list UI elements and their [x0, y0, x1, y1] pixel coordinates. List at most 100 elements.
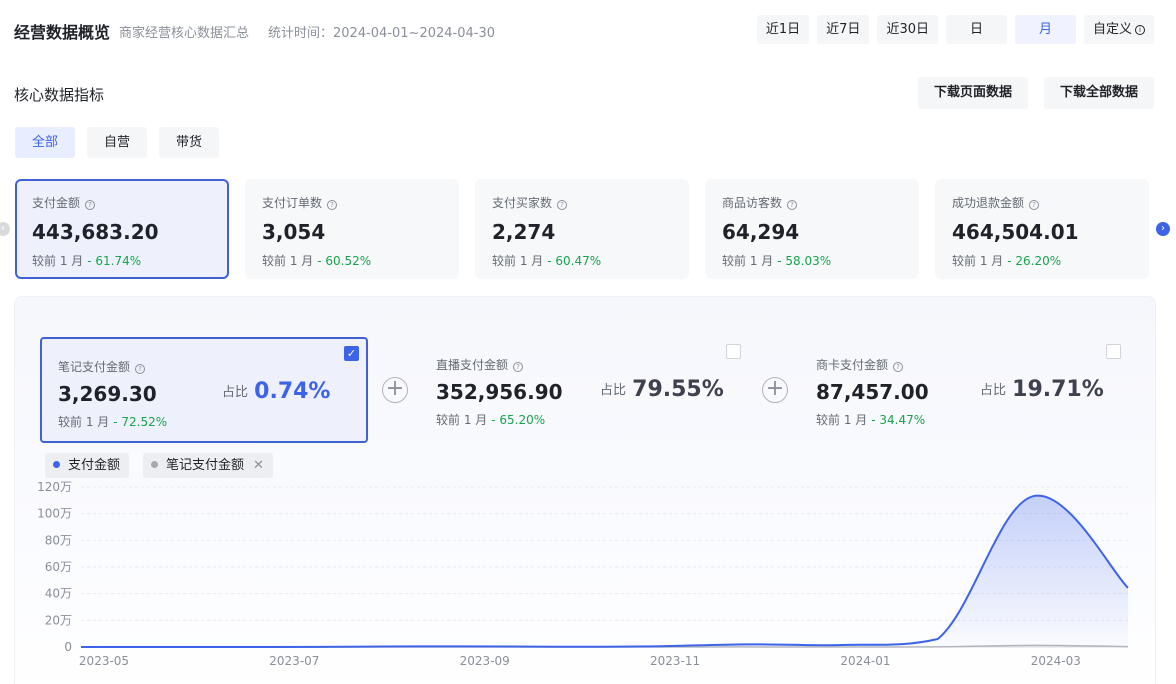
- kpi-label: 支付金额: [32, 196, 81, 210]
- x-tick-label: 2024-01: [840, 654, 890, 668]
- kpi-value: 3,054: [262, 220, 326, 244]
- kpi-card-payment-amount[interactable]: 支付金额? 443,683.20 较前 1 月- 61.74%: [15, 179, 229, 279]
- info-icon: i: [1135, 25, 1145, 35]
- range-month-button[interactable]: 月: [1014, 15, 1076, 44]
- checkbox-icon[interactable]: [726, 344, 741, 359]
- share-label: 占比: [222, 385, 249, 400]
- plus-icon: +: [762, 377, 788, 403]
- range-custom-label: 自定义: [1092, 22, 1132, 37]
- statistics-period: 统计时间：2024-04-01~2024-04-30: [268, 26, 495, 41]
- kpi-card-buyer-count[interactable]: 支付买家数? 2,274 较前 1 月- 60.47%: [475, 179, 689, 279]
- kpi-label: 支付订单数: [262, 196, 323, 210]
- help-icon: ?: [135, 364, 146, 374]
- y-tick-label: 60万: [45, 560, 72, 574]
- kpi-delta: - 58.03%: [777, 254, 832, 268]
- kpi-value: 2,274: [492, 220, 556, 244]
- checkbox-checked-icon[interactable]: ✓: [344, 346, 359, 361]
- kpi-delta: - 61.74%: [87, 254, 142, 268]
- legend-item-payment-amount[interactable]: 支付金额: [45, 453, 130, 478]
- sub-metric-label: 笔记支付金额: [58, 360, 131, 374]
- help-icon: ?: [327, 200, 338, 210]
- kpi-delta: - 26.20%: [1007, 254, 1062, 268]
- plus-icon: +: [382, 377, 408, 403]
- help-icon: ?: [787, 200, 798, 210]
- y-tick-label: 100万: [37, 507, 72, 521]
- range-day-button[interactable]: 日: [945, 15, 1007, 44]
- help-icon: ?: [1029, 200, 1040, 210]
- range-custom-button[interactable]: 自定义 i: [1083, 15, 1154, 44]
- help-icon: ?: [85, 200, 96, 210]
- sub-metric-product-card-payment[interactable]: 商卡支付金额? 87,457.00 较前 1 月- 34.47% 占比 19.7…: [800, 337, 1128, 443]
- tab-self-operated[interactable]: 自营: [87, 127, 147, 158]
- legend-dot-icon: [53, 461, 60, 468]
- sub-metric-label: 直播支付金额: [436, 358, 509, 372]
- time-range-selector: 近1日 近7日 近30日 日 月 自定义 i: [756, 15, 1154, 44]
- page-title: 经营数据概览: [14, 23, 111, 42]
- series-area: [81, 495, 1128, 647]
- x-tick-label: 2023-11: [650, 654, 700, 668]
- tab-affiliate[interactable]: 带货: [159, 127, 219, 158]
- payment-trend-chart: 0 20万 40万 60万 80万 100万 120万 2023-05 2023-07 2023…: [37, 480, 1129, 668]
- download-page-data-button[interactable]: 下载页面数据: [917, 77, 1028, 109]
- download-all-data-button[interactable]: 下载全部数据: [1043, 77, 1154, 109]
- kpi-compare-label: 较前 1 月: [952, 254, 1004, 268]
- sub-metric-value: 3,269.30: [58, 382, 157, 406]
- x-tick-label: 2023-05: [79, 654, 129, 668]
- sub-metric-note-payment[interactable]: 笔记支付金额? 3,269.30 较前 1 月- 72.52% 占比 0.74%…: [40, 337, 368, 443]
- series-line-payment-amount: [80, 494, 1129, 648]
- sub-metric-value: 352,956.90: [436, 380, 563, 404]
- share-label: 占比: [980, 383, 1007, 398]
- legend-label: 笔记支付金额: [166, 458, 245, 473]
- share-value: 79.55%: [632, 377, 724, 402]
- checkbox-icon[interactable]: [1106, 344, 1121, 359]
- range-7d-button[interactable]: 近7日: [817, 15, 870, 44]
- kpi-value: 64,294: [722, 220, 800, 244]
- share-value: 0.74%: [254, 379, 331, 404]
- help-icon: ?: [893, 362, 904, 372]
- y-tick-label: 40万: [45, 587, 72, 601]
- kpi-compare-label: 较前 1 月: [492, 254, 544, 268]
- legend-label: 支付金额: [68, 458, 121, 473]
- range-1d-button[interactable]: 近1日: [756, 15, 810, 44]
- sub-metric-live-payment[interactable]: 直播支付金额? 352,956.90 较前 1 月- 65.20% 占比 79.…: [420, 337, 748, 443]
- kpi-card-refund-amount[interactable]: 成功退款金额? 464,504.01 较前 1 月- 26.20%: [935, 179, 1149, 279]
- page-header: 经营数据概览 商家经营核心数据汇总 统计时间：2024-04-01~2024-0…: [0, 0, 1176, 60]
- kpi-delta: - 60.47%: [547, 254, 602, 268]
- kpi-label: 商品访客数: [722, 196, 783, 210]
- y-tick-label: 0: [64, 640, 72, 654]
- range-30d-button[interactable]: 近30日: [877, 15, 938, 44]
- sub-metric-delta: - 72.52%: [113, 415, 168, 429]
- close-icon[interactable]: ✕: [253, 458, 264, 473]
- kpi-value: 443,683.20: [32, 220, 159, 244]
- kpi-value: 464,504.01: [952, 220, 1079, 244]
- sub-metric-value: 87,457.00: [816, 380, 929, 404]
- section-title: 核心数据指标: [14, 86, 105, 104]
- x-tick-label: 2023-07: [269, 654, 319, 668]
- page-subtitle: 商家经营核心数据汇总: [119, 26, 250, 41]
- legend-dot-icon: [151, 461, 158, 468]
- help-icon: ?: [557, 200, 568, 210]
- sub-metric-compare-label: 较前 1 月: [58, 415, 110, 429]
- category-tabs: 全部 自营 带货: [15, 127, 219, 158]
- sub-metric-delta: - 65.20%: [491, 413, 546, 427]
- legend-item-note-payment[interactable]: 笔记支付金额 ✕: [143, 453, 273, 478]
- x-tick-label: 2024-03: [1031, 654, 1081, 668]
- scroll-right-icon[interactable]: ›: [1156, 222, 1170, 236]
- kpi-card-order-count[interactable]: 支付订单数? 3,054 较前 1 月- 60.52%: [245, 179, 459, 279]
- kpi-delta: - 60.52%: [317, 254, 372, 268]
- sub-metric-compare-label: 较前 1 月: [436, 413, 488, 427]
- kpi-label: 成功退款金额: [952, 196, 1025, 210]
- tab-all[interactable]: 全部: [15, 127, 75, 158]
- y-tick-label: 20万: [45, 613, 72, 627]
- sub-metric-label: 商卡支付金额: [816, 358, 889, 372]
- x-tick-label: 2023-09: [460, 654, 510, 668]
- kpi-compare-label: 较前 1 月: [32, 254, 84, 268]
- kpi-card-visitor-count[interactable]: 商品访客数? 64,294 较前 1 月- 58.03%: [705, 179, 919, 279]
- y-tick-label: 120万: [37, 480, 72, 494]
- kpi-compare-label: 较前 1 月: [262, 254, 314, 268]
- scroll-left-icon[interactable]: ‹: [0, 222, 10, 236]
- share-value: 19.71%: [1012, 377, 1104, 402]
- y-tick-label: 80万: [45, 533, 72, 547]
- sub-metric-compare-label: 较前 1 月: [816, 413, 868, 427]
- kpi-label: 支付买家数: [492, 196, 553, 210]
